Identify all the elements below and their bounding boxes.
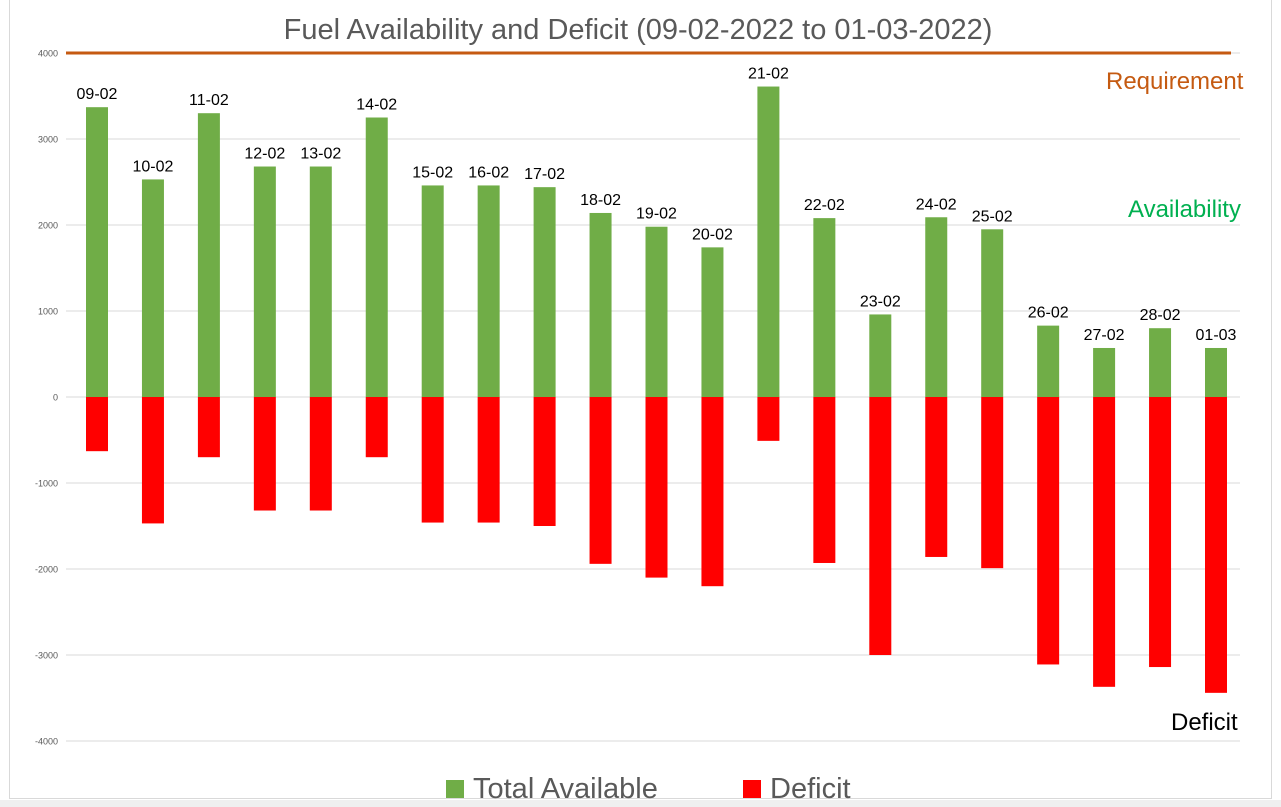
bar-deficit: [197, 397, 220, 458]
legend-label-total-available: Total Available: [473, 773, 658, 805]
y-tick-label: -4000: [35, 737, 58, 747]
bar-deficit: [253, 397, 276, 511]
bar-deficit: [421, 397, 444, 523]
legend-swatch-deficit: [743, 780, 761, 798]
bar-total-available: [1205, 347, 1227, 397]
bar-deficit: [813, 397, 836, 563]
legend: Total Available Deficit: [0, 771, 1281, 807]
category-label: 20-02: [692, 226, 733, 243]
bar-total-available: [533, 187, 556, 397]
bottom-strip: [0, 800, 1281, 807]
category-label: 21-02: [748, 66, 789, 83]
annotation-deficit: Deficit: [1171, 709, 1238, 736]
y-tick-label: 3000: [38, 135, 58, 145]
bar-total-available: [197, 113, 220, 397]
bar-deficit: [869, 397, 892, 655]
category-label: 19-02: [636, 206, 677, 223]
y-tick-label: 4000: [38, 49, 58, 59]
y-tick-label: 1000: [38, 307, 58, 317]
bar-deficit: [757, 397, 780, 441]
category-label: 11-02: [189, 92, 229, 109]
y-axis: 4000 3000 2000 1000 0 -1000 -2000 -3000 -4000: [35, 49, 58, 747]
bars: [86, 86, 1227, 693]
bar-total-available: [1093, 347, 1116, 397]
chart-title: Fuel Availability and Deficit (09-02-202…: [283, 14, 993, 46]
bar-total-available: [477, 185, 500, 397]
category-label: 15-02: [412, 164, 453, 181]
bar-deficit: [701, 397, 724, 587]
category-label: 17-02: [524, 166, 565, 183]
bar-total-available: [645, 226, 668, 397]
bar-deficit: [86, 397, 108, 452]
category-label: 23-02: [860, 293, 901, 310]
bar-total-available: [757, 86, 780, 397]
y-tick-label: -3000: [35, 651, 58, 661]
category-label: 24-02: [916, 196, 957, 213]
bar-total-available: [589, 212, 612, 397]
bar-deficit: [309, 397, 332, 511]
bar-total-available: [309, 166, 332, 397]
legend-item-total-available: Total Available: [446, 771, 658, 807]
category-label: 25-02: [972, 208, 1013, 225]
bar-deficit: [533, 397, 556, 526]
bar-deficit: [645, 397, 668, 578]
bar-deficit: [141, 397, 164, 524]
bar-total-available: [701, 247, 724, 397]
bar-deficit: [477, 397, 500, 523]
bar-deficit: [1037, 397, 1060, 665]
category-label: 14-02: [356, 97, 397, 114]
bar-total-available: [141, 179, 164, 397]
bar-total-available: [86, 107, 108, 398]
bar-deficit: [981, 397, 1004, 569]
bar-deficit: [1093, 397, 1116, 687]
legend-swatch-total-available: [446, 780, 464, 798]
y-tick-label: -1000: [35, 479, 58, 489]
bar-deficit: [589, 397, 612, 564]
category-label: 13-02: [300, 146, 341, 163]
annotation-requirement: Requirement: [1106, 68, 1244, 95]
category-labels: 09-02 10-02 11-02 12-02 13-02 14-02 15-02 16-02…: [77, 66, 1237, 344]
bar-deficit: [1205, 397, 1227, 693]
category-label: 12-02: [244, 146, 285, 163]
bar-total-available: [925, 217, 948, 397]
category-label: 10-02: [132, 158, 173, 175]
chart-frame: [9, 0, 1272, 799]
category-label: 22-02: [804, 197, 845, 214]
bar-total-available: [253, 166, 276, 397]
bar-deficit: [925, 397, 948, 557]
category-label: 09-02: [77, 86, 118, 103]
category-label: 26-02: [1028, 305, 1069, 322]
y-tick-label: -2000: [35, 565, 58, 575]
bar-total-available: [813, 218, 836, 397]
bar-total-available: [421, 185, 444, 397]
category-label: 27-02: [1084, 327, 1125, 344]
legend-label-deficit: Deficit: [770, 773, 851, 805]
bar-total-available: [1037, 325, 1060, 397]
bar-total-available: [869, 314, 892, 397]
bar-total-available: [365, 117, 388, 397]
category-label: 28-02: [1140, 307, 1181, 324]
y-tick-label: 0: [53, 393, 58, 403]
bar-total-available: [1149, 328, 1172, 397]
annotation-availability: Availability: [1128, 196, 1241, 223]
bar-deficit: [365, 397, 388, 458]
category-label: 01-03: [1196, 327, 1237, 344]
y-tick-label: 2000: [38, 221, 58, 231]
legend-item-deficit: Deficit: [743, 771, 851, 807]
bar-total-available: [981, 229, 1004, 397]
bar-deficit: [1149, 397, 1172, 668]
category-label: 18-02: [580, 192, 621, 209]
category-label: 16-02: [468, 164, 509, 181]
